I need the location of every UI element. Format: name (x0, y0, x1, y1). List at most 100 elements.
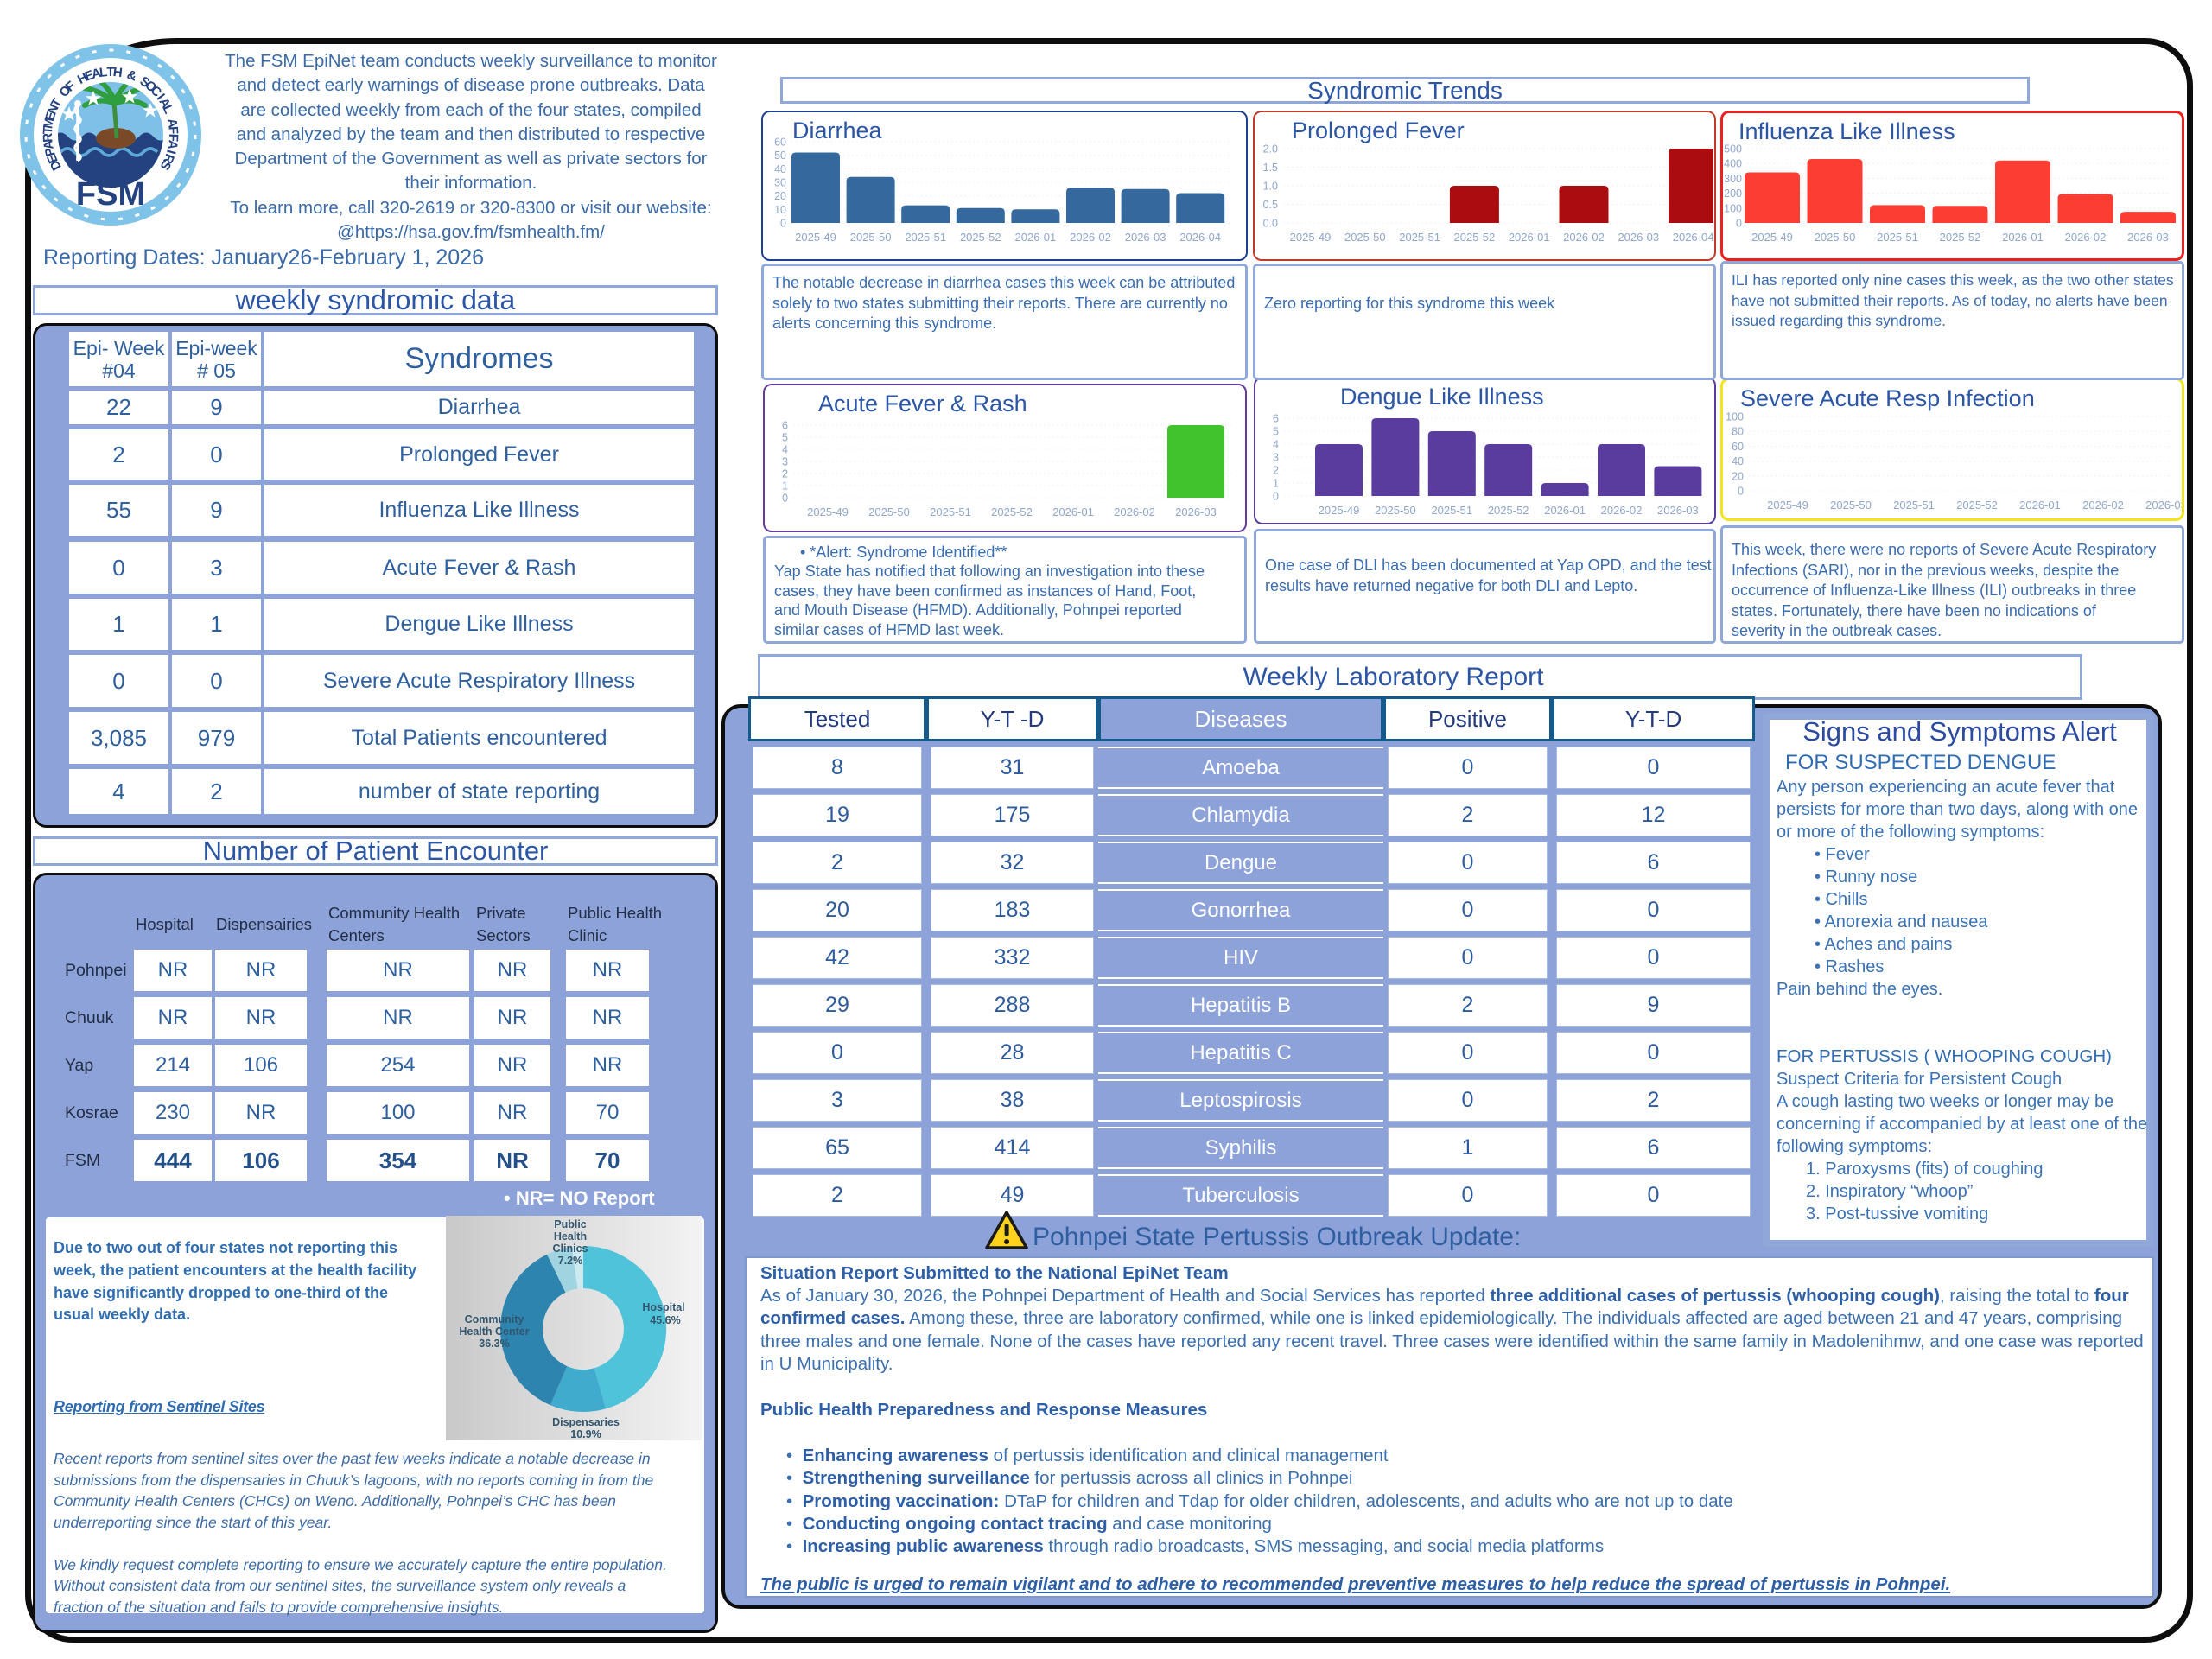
svg-text:T: T (41, 126, 56, 135)
svg-text:FSM: FSM (76, 176, 145, 213)
svg-text:500: 500 (1724, 143, 1742, 156)
svg-text:2025-51: 2025-51 (1399, 231, 1440, 244)
svg-text:A: A (164, 139, 181, 151)
svg-text:P: P (42, 146, 59, 158)
svg-text:2: 2 (782, 468, 788, 480)
svg-text:1.5: 1.5 (1263, 162, 1278, 174)
svg-text:2025-51: 2025-51 (930, 505, 971, 518)
svg-text:2025-49: 2025-49 (1767, 499, 1808, 512)
svg-text:2026-02: 2026-02 (1563, 231, 1605, 244)
svg-text:R: R (41, 132, 55, 143)
svg-text:60: 60 (774, 137, 786, 149)
svg-text:2026-02: 2026-02 (1070, 231, 1111, 244)
svg-text:2025-52: 2025-52 (1956, 499, 1998, 512)
svg-text:2025-49: 2025-49 (795, 231, 836, 244)
svg-text:2025-51: 2025-51 (1893, 499, 1935, 512)
svg-text:Dengue Like Illness: Dengue Like Illness (1340, 384, 1544, 410)
svg-text:100: 100 (1726, 411, 1744, 423)
svg-text:2025-51: 2025-51 (1877, 231, 1918, 244)
svg-text:T: T (106, 65, 114, 79)
svg-text:2025-52: 2025-52 (1488, 504, 1529, 517)
svg-text:6: 6 (1273, 413, 1279, 425)
svg-text:0: 0 (1273, 491, 1279, 503)
svg-text:2026-04: 2026-04 (1673, 231, 1713, 244)
svg-text:200: 200 (1724, 188, 1742, 200)
svg-text:400: 400 (1724, 158, 1742, 170)
svg-text:Health Center: Health Center (459, 1325, 529, 1338)
svg-text:2026-01: 2026-01 (1015, 231, 1057, 244)
svg-text:A: A (41, 139, 57, 151)
svg-text:1: 1 (1273, 478, 1279, 490)
svg-text:2026-01: 2026-01 (2019, 499, 2061, 512)
svg-text:2025-52: 2025-52 (960, 231, 1001, 244)
svg-text:2025-51: 2025-51 (905, 231, 946, 244)
svg-text:Acute Fever & Rash: Acute Fever & Rash (818, 391, 1027, 416)
svg-text:50: 50 (774, 149, 786, 162)
svg-text:40: 40 (1732, 455, 1744, 467)
svg-text:2026-03: 2026-03 (2145, 499, 2182, 512)
svg-text:Severe Acute Resp Infection: Severe Acute Resp Infection (1740, 385, 2035, 411)
svg-text:Public: Public (554, 1218, 587, 1230)
svg-text:0: 0 (1736, 218, 1742, 230)
svg-text:3: 3 (1273, 452, 1279, 464)
svg-text:6: 6 (782, 420, 788, 432)
svg-text:20: 20 (774, 190, 786, 202)
svg-text:2025-49: 2025-49 (1290, 231, 1332, 244)
svg-text:L: L (99, 65, 108, 80)
svg-text:2025-49: 2025-49 (807, 505, 849, 518)
svg-text:2026-01: 2026-01 (1509, 231, 1550, 244)
svg-text:20: 20 (1732, 470, 1744, 482)
svg-text:2026-02: 2026-02 (2082, 499, 2124, 512)
svg-text:M: M (41, 117, 57, 130)
svg-text:2.0: 2.0 (1263, 143, 1278, 156)
svg-text:2026-03: 2026-03 (1175, 505, 1217, 518)
svg-text:5: 5 (1273, 426, 1279, 438)
svg-text:2026-03: 2026-03 (2127, 231, 2169, 244)
svg-text:2025-50: 2025-50 (1344, 231, 1386, 244)
svg-text:2026-03: 2026-03 (1125, 231, 1166, 244)
svg-text:2026-03: 2026-03 (1618, 231, 1659, 244)
svg-text:4: 4 (1273, 439, 1279, 451)
svg-text:45.6%: 45.6% (650, 1314, 680, 1326)
svg-text:7.2%: 7.2% (558, 1255, 583, 1267)
svg-text:3: 3 (782, 456, 788, 468)
svg-text:Community: Community (465, 1313, 524, 1325)
svg-text:2025-50: 2025-50 (850, 231, 892, 244)
svg-text:2025-50: 2025-50 (1375, 504, 1416, 517)
svg-text:1: 1 (782, 480, 788, 493)
svg-text:2026-04: 2026-04 (1179, 231, 1221, 244)
svg-text:0.0: 0.0 (1263, 218, 1278, 230)
svg-text:2025-50: 2025-50 (1815, 231, 1856, 244)
svg-text:100: 100 (1724, 202, 1742, 214)
svg-text:1.0: 1.0 (1263, 181, 1278, 193)
svg-text:2026-01: 2026-01 (1052, 505, 1094, 518)
svg-text:I: I (163, 148, 178, 156)
svg-text:Hospital: Hospital (642, 1301, 684, 1313)
svg-text:Influenza Like Illness: Influenza Like Illness (1738, 118, 1955, 144)
svg-text:H: H (112, 65, 124, 80)
svg-text:2025-50: 2025-50 (868, 505, 910, 518)
svg-text:Prolonged Fever: Prolonged Fever (1292, 118, 1465, 143)
svg-text:5: 5 (782, 432, 788, 444)
svg-text:4: 4 (782, 444, 788, 456)
svg-text:2025-52: 2025-52 (991, 505, 1033, 518)
svg-text:30: 30 (774, 177, 786, 189)
svg-text:60: 60 (1732, 441, 1744, 453)
svg-text:40: 40 (774, 163, 786, 175)
svg-text:10: 10 (774, 204, 786, 216)
svg-text:Health: Health (554, 1230, 587, 1243)
svg-text:0: 0 (780, 218, 786, 230)
svg-text:A: A (90, 66, 103, 82)
svg-text:2026-02: 2026-02 (2065, 231, 2107, 244)
svg-text:E: E (42, 110, 59, 123)
svg-text:2025-51: 2025-51 (1431, 504, 1472, 517)
svg-text:36.3%: 36.3% (479, 1338, 509, 1350)
svg-text:2: 2 (1273, 465, 1279, 477)
svg-text:2025-50: 2025-50 (1830, 499, 1872, 512)
svg-text:Diarrhea: Diarrhea (792, 118, 883, 143)
svg-text:2025-49: 2025-49 (1319, 504, 1360, 517)
svg-text:2025-52: 2025-52 (1454, 231, 1496, 244)
svg-text:2026-02: 2026-02 (1114, 505, 1155, 518)
svg-text:2025-52: 2025-52 (1940, 231, 1981, 244)
svg-text:0: 0 (782, 493, 788, 505)
